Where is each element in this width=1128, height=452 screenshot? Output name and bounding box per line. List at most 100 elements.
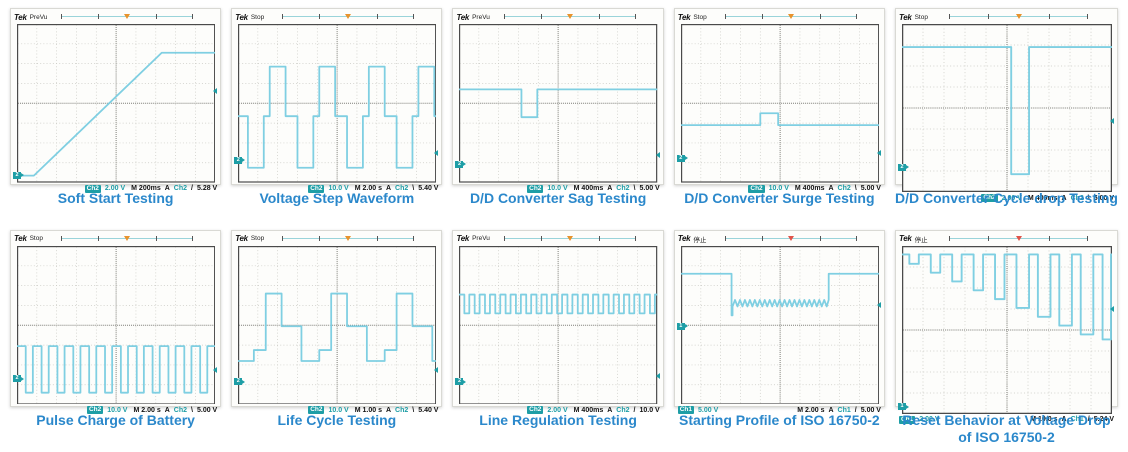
channel-badge: Ch2 [527, 406, 544, 415]
record-bar-tick [988, 235, 989, 241]
trigger-slope-icon: \ [854, 185, 857, 193]
scope-screen: 2 [234, 245, 439, 405]
channel-badge: Ch2 [308, 406, 325, 415]
timebase-readout: M 2.00 s [133, 406, 161, 414]
channel-marker-label: 2 [15, 171, 19, 178]
channel-readout-group: Ch2 10.0 V [748, 184, 789, 193]
scope-caption: Pulse Charge of Battery [36, 411, 195, 428]
trigger-position-bar [282, 235, 415, 242]
tek-logo: Tek [677, 12, 691, 22]
record-bar-tick [1049, 235, 1051, 241]
trigger-position-bar [724, 14, 857, 20]
trigger-t-marker-icon [787, 14, 794, 19]
trigger-level-arrow-icon [876, 149, 881, 156]
acquisition-status: Stop [250, 13, 265, 21]
trigger-source-readout: Ch2 [173, 185, 188, 193]
acquisition-status: PreVu [472, 13, 490, 21]
trigger-t-marker-icon [345, 14, 352, 19]
trigger-source-readout: Ch2 [616, 406, 630, 414]
trigger-t-marker-icon [1015, 14, 1022, 19]
tek-logo: Tek [677, 234, 691, 243]
oscilloscope-screenshot: Tek 停止 1 Ch1 5.00 V [673, 229, 885, 447]
channel-marker-label: 2 [457, 160, 462, 167]
trigger-position-bar [503, 235, 636, 242]
record-bar-tick [855, 235, 857, 241]
channel-marker: 2 [13, 171, 24, 179]
timebase-readout: M 10.0 s [1030, 416, 1058, 423]
record-bar-tick [413, 14, 415, 19]
record-bar-tick [319, 14, 321, 19]
trigger-position-bar [61, 14, 194, 20]
oscilloscope-screenshot: Tek Stop 2 Ch2 10.0 V [231, 8, 443, 208]
scope-header: Tek PreVu [453, 231, 662, 246]
trigger-source-readout: Ch1 [1070, 416, 1084, 423]
scope-caption: Voltage Step Waveform [259, 190, 415, 206]
channel-marker-label: 2 [236, 378, 240, 385]
scope-caption: D/D Converter Surge Testing [684, 190, 875, 206]
channel-badge: Ch2 [748, 184, 765, 193]
scope-header: Tek Stop [232, 9, 441, 24]
trigger-readout-group: M 2.00 s A Ch2 \ 5.40 V [355, 185, 439, 192]
trigger-t-marker-icon [787, 235, 794, 241]
channel-scale-readout: 2.00 V [1001, 194, 1022, 202]
timebase-readout: M 2.00 s [797, 406, 825, 414]
channel-badge: Ch2 [86, 406, 104, 415]
waveform-trace [901, 46, 1112, 176]
waveform-graticule [17, 245, 216, 405]
channel-badge: Ch1 [677, 406, 695, 415]
waveform-graticule [680, 245, 879, 405]
record-bar-tick [724, 14, 726, 19]
channel-readout-group: Ch2 10.0 V [308, 406, 349, 415]
channel-marker: 2 [455, 378, 467, 386]
trigger-mode-label: A [607, 185, 613, 193]
trigger-mode-label: A [607, 406, 613, 414]
trigger-source-readout: Ch2 [173, 406, 188, 414]
record-bar-tick [503, 235, 505, 241]
timebase-readout: M 400ms [1027, 194, 1058, 202]
waveform-graticule [238, 24, 437, 183]
record-bar-tick [1087, 235, 1089, 241]
tek-logo: Tek [456, 12, 470, 22]
readout-bar: Ch2 10.0 V M 400ms A Ch2 \ 5.00 V [453, 183, 662, 196]
channel-marker: 2 [234, 156, 246, 164]
record-bar-tick [377, 14, 379, 19]
channel-marker-label: 2 [236, 156, 240, 163]
channel-scale-readout: 10.0 V [328, 406, 349, 414]
trigger-level-arrow-icon [876, 301, 881, 308]
scope-screen: 1 [676, 245, 881, 405]
record-bar-tick [634, 14, 636, 19]
trigger-mode-label: A [828, 406, 834, 414]
trigger-position-bar [724, 235, 857, 242]
record-bar-tick [598, 14, 600, 19]
record-bar-tick [761, 235, 763, 241]
trigger-position-bar [503, 14, 636, 20]
record-bar-tick [1087, 14, 1089, 19]
waveform-graticule [901, 245, 1112, 414]
channel-scale-readout: 2.00 V [919, 416, 940, 423]
trigger-readout-group: M 400ms A Ch2 \ 5.00 V [795, 185, 881, 192]
channel-scale-readout: 5.00 V [698, 406, 719, 414]
record-bar-tick [1049, 14, 1051, 19]
channel-marker: 1 [897, 403, 909, 411]
tek-logo: Tek [14, 234, 27, 243]
timebase-readout: M 2.00 s [354, 185, 382, 193]
scope-header: Tek 停止 [675, 231, 884, 246]
trigger-slope-icon: / [191, 185, 193, 193]
waveform-trace [459, 88, 658, 119]
scope-frame: Tek Stop 2 Ch2 2.00 V [894, 8, 1118, 202]
timebase-readout: M 400ms [573, 185, 604, 193]
channel-scale-readout: 2.00 V [547, 406, 568, 414]
channel-badge: Ch1 [898, 415, 916, 424]
trigger-slope-icon: \ [1087, 194, 1090, 202]
trigger-mode-label: A [164, 406, 170, 414]
channel-scale-readout: 10.0 V [107, 406, 128, 414]
trigger-slope-icon: \ [412, 406, 415, 414]
waveform-trace [680, 272, 879, 316]
scope-header: Tek Stop [232, 231, 441, 246]
trigger-level-arrow-icon [1110, 117, 1114, 124]
channel-readout-group: Ch2 10.0 V [308, 184, 349, 193]
record-bar-tick [156, 235, 158, 241]
tek-logo: Tek [456, 234, 470, 243]
channel-badge: Ch2 [84, 184, 101, 193]
